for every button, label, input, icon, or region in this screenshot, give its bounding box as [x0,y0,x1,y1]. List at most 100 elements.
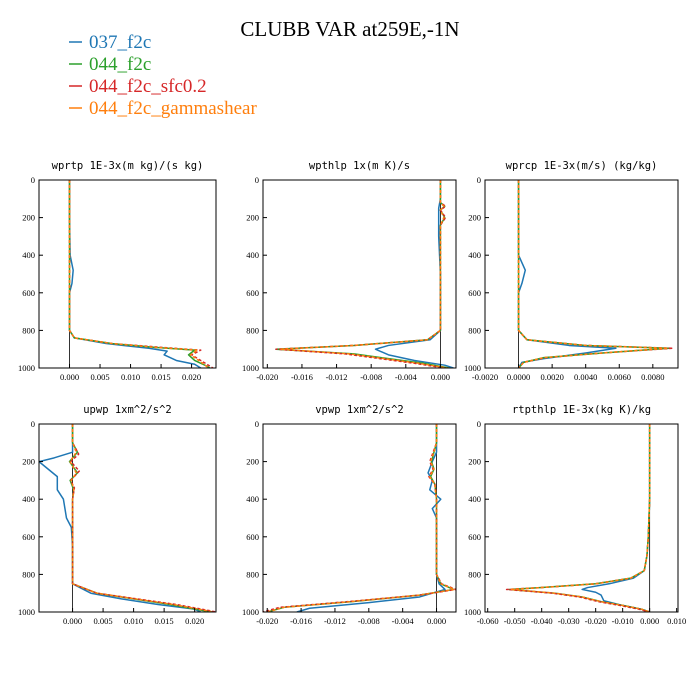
y-tick-label: 400 [246,250,259,260]
chart-panel: wpthlp 1x(m K)/s 0 200 400 600 800 1000-0.020 -… [242,160,457,382]
y-tick-label: 400 [468,250,481,260]
y-tick-label: 800 [468,569,481,579]
series-line [509,424,651,612]
x-tick-label: -0.010 [612,616,634,626]
y-tick-label: 600 [468,288,481,298]
series-line [263,424,456,612]
x-tick-label: -0.020 [256,616,278,626]
chart-panel: wprtp 1E-3x(m kg)/(s kg) 0 200 400 600 800 100… [18,160,217,382]
y-tick-label: 0 [31,419,35,429]
x-tick-label: -0.016 [291,372,313,382]
y-tick-label: 200 [22,213,35,223]
legend-label: 044_f2c_gammashear [89,98,257,119]
plot-frame [484,423,679,613]
legend: 037_f2c044_f2c044_f2c_sfc0.2044_f2c_gamm… [69,32,257,119]
x-tick-label: 0.000 [63,616,82,626]
panel-title: wpthlp 1x(m K)/s [309,160,410,172]
x-tick-label: 0.010 [667,616,686,626]
x-tick-label: 0.020 [182,372,201,382]
y-tick-label: 200 [246,213,259,223]
x-tick-label: 0.005 [90,372,109,382]
chart-panel: rtpthlp 1E-3x(kg K)/kg02004006008001000-… [464,404,686,626]
figure-title: CLUBB VAR at259E,-1N [240,17,459,41]
series-group [39,424,216,612]
x-tick-label: -0.040 [531,616,553,626]
series-group [275,180,454,368]
y-tick-label: 600 [22,288,35,298]
series-line [267,424,455,612]
x-tick-label: -0.008 [358,616,380,626]
x-tick-label: 0.0020 [540,372,563,382]
series-group [505,424,651,612]
y-tick-label: 0 [255,419,259,429]
x-tick-label: -0.020 [585,616,607,626]
x-tick-label: 0.0060 [608,372,631,382]
x-tick-label: 0.0040 [574,372,597,382]
panel-title: upwp 1xm^2/s^2 [83,404,172,416]
y-tick-label: 400 [468,494,481,504]
y-tick-label: 200 [468,457,481,467]
x-tick-label: -0.060 [477,616,499,626]
y-tick-label: 400 [246,494,259,504]
y-tick-label: 1000 [242,363,259,373]
series-line [517,180,669,368]
plot-frame [262,179,457,369]
panel-title: wprtp 1E-3x(m kg)/(s kg) [52,160,204,172]
chart-panel: wprcp 1E-3x(m/s) (kg/kg) 0 200 400 600 800 100… [464,160,679,382]
series-line [275,180,450,368]
x-tick-label: 0.020 [185,616,204,626]
x-tick-label: -0.004 [392,616,415,626]
y-tick-label: 1000 [464,607,481,617]
y-tick-label: 600 [246,288,259,298]
panel-title: vpwp 1xm^2/s^2 [315,404,404,416]
x-tick-label: -0.016 [290,616,312,626]
y-tick-label: 800 [468,325,481,335]
x-tick-label: -0.008 [360,372,382,382]
series-group [263,424,456,612]
series-line [267,424,456,612]
y-tick-label: 0 [31,175,35,185]
y-tick-label: 200 [246,457,259,467]
y-tick-label: 800 [246,569,259,579]
y-tick-label: 600 [22,532,35,542]
series-line [505,424,651,612]
chart-panel: vpwp 1xm^2/s^2 0 200 400 600 800 1000-0.020 -0.… [242,404,457,626]
series-line [68,180,210,368]
x-tick-label: -0.012 [324,616,346,626]
series-line [517,180,674,368]
panel-title: rtpthlp 1E-3x(kg K)/kg [512,404,651,416]
x-tick-label: 0.015 [152,372,171,382]
series-line [296,424,446,612]
x-tick-label: 0.0000 [507,372,530,382]
x-tick-label: 0.000 [431,372,450,382]
y-tick-label: 800 [22,569,35,579]
y-tick-label: 400 [22,494,35,504]
y-tick-label: 1000 [464,363,481,373]
x-tick-label: -0.020 [256,372,278,382]
y-tick-label: 200 [22,457,35,467]
series-group [68,180,214,368]
series-line [69,424,216,612]
chart-panel: upwp 1xm^2/s^2 0 200 400 600 800 1000 0.000 0.00… [18,404,217,626]
y-tick-label: 1000 [242,607,259,617]
plot-frame [38,179,217,369]
y-tick-label: 0 [255,175,259,185]
legend-label: 037_f2c [89,32,151,53]
plot-frame [262,423,457,613]
legend-label: 044_f2c [89,54,151,75]
y-tick-label: 800 [246,325,259,335]
x-tick-label: 0.0080 [641,372,664,382]
legend-label: 044_f2c_sfc0.2 [89,76,207,97]
series-line [508,424,651,612]
x-tick-label: 0.010 [121,372,140,382]
x-tick-label: -0.004 [395,372,418,382]
x-tick-label: -0.0020 [472,372,498,382]
plot-frame [38,423,217,613]
y-tick-label: 0 [477,419,481,429]
series-line [39,424,202,612]
y-tick-label: 600 [246,532,259,542]
x-tick-label: 0.000 [640,616,659,626]
x-tick-label: -0.030 [558,616,580,626]
series-line [69,424,214,612]
